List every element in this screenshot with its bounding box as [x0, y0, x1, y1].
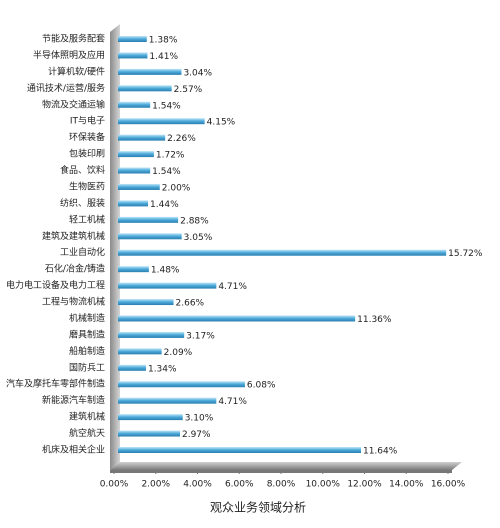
- y-tick-label: 物流及交通运输: [42, 98, 105, 110]
- y-tick-label: 建筑及建筑机械: [42, 230, 105, 242]
- x-tick-label: 14.00%: [389, 480, 424, 490]
- bar: [118, 266, 149, 273]
- bar: [118, 233, 182, 240]
- bar: [118, 167, 151, 174]
- value-label: 2.57%: [174, 85, 203, 95]
- y-tick-label: 纺织、服装: [60, 197, 105, 209]
- bar: [118, 414, 183, 421]
- value-label: 1.41%: [149, 52, 178, 62]
- bar: [118, 249, 447, 256]
- value-label: 2.97%: [182, 430, 211, 440]
- y-tick-label: 机床及相关企业: [42, 444, 105, 456]
- x-tick-label: 2.00%: [141, 480, 170, 490]
- value-label: 4.15%: [207, 118, 236, 128]
- wall: [110, 24, 120, 470]
- x-tick-label: 0.00%: [100, 480, 129, 490]
- y-tick-label: 生物医药: [69, 180, 105, 192]
- y-tick-label: 环保装备: [69, 131, 105, 143]
- x-tick-label: 8.00%: [267, 480, 296, 490]
- bar: [118, 200, 149, 207]
- value-label: 3.05%: [184, 233, 213, 243]
- x-tick-label: 6.00%: [225, 480, 254, 490]
- y-tick-label: 新能源汽车制造: [42, 394, 105, 406]
- y-tick-label: 国防兵工: [69, 361, 105, 373]
- value-label: 4.71%: [218, 282, 247, 292]
- bar: [118, 397, 217, 404]
- value-label: 1.48%: [151, 266, 180, 276]
- y-tick-label: 节能及服务配套: [42, 33, 105, 45]
- value-label: 3.04%: [183, 68, 212, 78]
- chart-title: 观众业务领域分析: [210, 500, 306, 515]
- value-label: 4.71%: [218, 397, 247, 407]
- y-tick-label: 工业自动化: [60, 246, 105, 258]
- value-label: 2.88%: [180, 216, 209, 226]
- x-tick-label: 12.00%: [347, 480, 382, 490]
- bar: [118, 183, 160, 190]
- bar: [118, 68, 182, 75]
- value-label: 11.64%: [363, 447, 398, 457]
- y-tick-label: 石化/冶金/铸造: [45, 263, 105, 275]
- bar: [118, 216, 179, 223]
- x-tick-label: 10.00%: [306, 480, 341, 490]
- y-tick-label: IT与电子: [70, 115, 105, 127]
- value-label: 1.44%: [150, 200, 179, 210]
- y-tick-label: 船舶制造: [69, 345, 105, 357]
- bar: [118, 134, 166, 141]
- bar: [118, 118, 205, 125]
- y-tick-label: 通讯技术/运营/服务: [27, 82, 105, 94]
- value-label: 15.72%: [448, 249, 483, 259]
- bar: [118, 85, 172, 92]
- y-tick-label: 建筑机械: [69, 411, 105, 423]
- bar: [118, 151, 154, 158]
- value-label: 6.08%: [247, 381, 276, 391]
- value-label: 2.66%: [176, 299, 205, 309]
- value-label: 1.34%: [148, 364, 177, 374]
- value-label: 1.54%: [152, 101, 181, 111]
- y-tick-label: 电力电工设备及电力工程: [6, 279, 105, 291]
- y-tick-label: 航空航天: [69, 427, 105, 439]
- y-tick-label: 工程与物流机械: [42, 296, 105, 308]
- bar: [118, 282, 217, 289]
- x-tick-label: 4.00%: [183, 480, 212, 490]
- bar: [118, 447, 361, 453]
- y-tick-label: 磨具制造: [69, 328, 105, 340]
- value-label: 1.38%: [149, 36, 178, 46]
- bar: [118, 315, 356, 322]
- bar: [118, 36, 147, 42]
- y-tick-label: 半导体照明及应用: [33, 49, 105, 61]
- y-tick-label: 食品、饮料: [60, 164, 105, 176]
- bar: [118, 299, 174, 306]
- bar: [118, 101, 151, 108]
- bar: [118, 430, 180, 437]
- bar: [118, 364, 146, 371]
- y-tick-label: 机械制造: [69, 312, 105, 324]
- y-tick-label: 轻工机械: [69, 213, 105, 225]
- y-tick-label: 汽车及摩托车零部件制造: [6, 378, 105, 390]
- value-label: 2.26%: [167, 134, 196, 144]
- bar: [118, 52, 148, 59]
- bar: [118, 331, 185, 338]
- value-label: 2.09%: [164, 348, 193, 358]
- value-label: 1.72%: [156, 151, 185, 161]
- value-label: 3.17%: [186, 331, 215, 341]
- bar: [118, 381, 245, 388]
- value-label: 1.54%: [152, 167, 181, 177]
- y-tick-label: 计算机软/硬件: [48, 65, 105, 77]
- value-label: 11.36%: [357, 315, 392, 325]
- floor: [110, 462, 462, 470]
- value-label: 3.10%: [185, 414, 214, 424]
- y-tick-label: 包装印刷: [69, 148, 105, 160]
- x-tick-label: 16.00%: [431, 480, 466, 490]
- bar: [118, 348, 162, 355]
- value-label: 2.00%: [162, 183, 191, 193]
